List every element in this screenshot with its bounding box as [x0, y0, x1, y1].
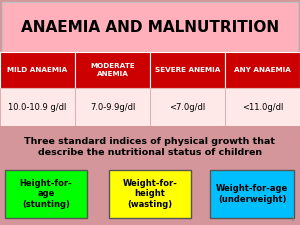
- Bar: [0, 168, 300, 225]
- Bar: [150, 52, 225, 88]
- Text: MODERATE
ANEMIA: MODERATE ANEMIA: [90, 63, 135, 76]
- Text: 10.0-10.9 g/dl: 10.0-10.9 g/dl: [8, 103, 67, 112]
- Bar: [225, 88, 300, 126]
- Text: Weight-for-
height
(wasting): Weight-for- height (wasting): [123, 179, 177, 209]
- Text: <11.0g/dl: <11.0g/dl: [242, 103, 283, 112]
- Text: MILD ANAEMIA: MILD ANAEMIA: [8, 67, 68, 73]
- FancyBboxPatch shape: [210, 170, 294, 218]
- Text: <7.0g/dl: <7.0g/dl: [169, 103, 206, 112]
- Text: Weight-for-age
(underweight): Weight-for-age (underweight): [216, 184, 288, 204]
- Bar: [225, 52, 300, 88]
- Bar: [150, 88, 225, 126]
- Text: Height-for-
age
(stunting): Height-for- age (stunting): [20, 179, 72, 209]
- Text: 1: 1: [290, 216, 295, 222]
- Text: 7.0-9.9g/dl: 7.0-9.9g/dl: [90, 103, 135, 112]
- FancyBboxPatch shape: [5, 170, 87, 218]
- Text: ANAEMIA AND MALNUTRITION: ANAEMIA AND MALNUTRITION: [21, 20, 279, 36]
- Text: SEVERE ANEMIA: SEVERE ANEMIA: [155, 67, 220, 73]
- Text: ANY ANAEMIA: ANY ANAEMIA: [234, 67, 291, 73]
- Bar: [0, 126, 300, 168]
- Bar: [0, 88, 75, 126]
- Text: Three standard indices of physical growth that
describe the nutritional status o: Three standard indices of physical growt…: [25, 137, 275, 157]
- Bar: [75, 88, 150, 126]
- Bar: [2, 2, 298, 52]
- Bar: [0, 52, 75, 88]
- Bar: [75, 52, 150, 88]
- FancyBboxPatch shape: [109, 170, 191, 218]
